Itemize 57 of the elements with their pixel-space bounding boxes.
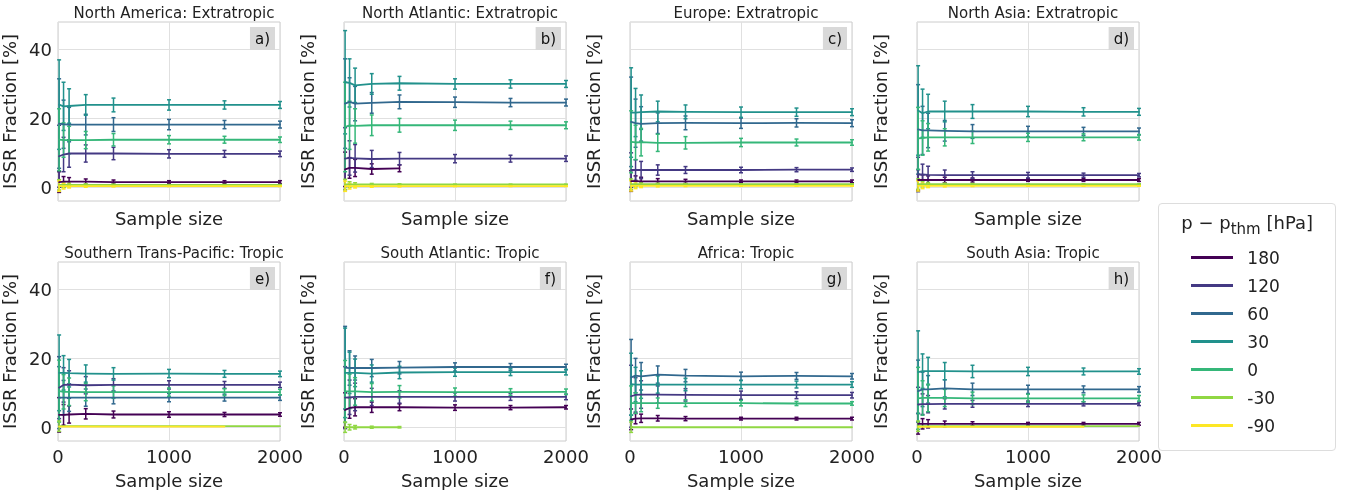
x-tick-label: 2000 xyxy=(829,445,875,467)
y-axis-title: ISSR Fraction [%] xyxy=(582,33,604,190)
x-axis-title: Sample size xyxy=(114,207,224,229)
annotation: f) xyxy=(544,269,557,288)
annotation: e) xyxy=(254,269,271,288)
chart-title: South Asia: Tropic xyxy=(966,243,1100,262)
annotation: d) xyxy=(1113,29,1129,48)
y-axis-title: ISSR Fraction [%] xyxy=(582,273,604,430)
legend-title: p − p$_{thm}$ [hPa] xyxy=(1181,212,1313,238)
y-tick-label: 20 xyxy=(29,107,52,129)
legend-label: 120 xyxy=(1247,275,1280,296)
y-tick-label: 0 xyxy=(40,416,52,438)
x-tick-label: 0 xyxy=(911,445,923,467)
y-axis-title: ISSR Fraction [%] xyxy=(296,33,318,190)
x-axis-title: Sample size xyxy=(114,469,224,490)
legend-label: 180 xyxy=(1247,247,1280,268)
chart-title: Southern Trans-Pacific: Tropic xyxy=(64,243,284,262)
x-axis-title: Sample size xyxy=(973,207,1083,229)
annotation: c) xyxy=(827,29,843,48)
legend-label: 0 xyxy=(1247,359,1259,380)
legend-label: 30 xyxy=(1247,331,1269,352)
x-axis-title: Sample size xyxy=(973,469,1083,490)
annotation: h) xyxy=(1113,269,1129,288)
y-axis-title: ISSR Fraction [%] xyxy=(0,273,20,430)
x-tick-label: 0 xyxy=(338,445,350,467)
x-tick-label: 0 xyxy=(624,445,636,467)
annotation: g) xyxy=(826,269,842,288)
annotation: a) xyxy=(254,29,270,48)
chart-title: Europe: Extratropic xyxy=(673,3,819,22)
chart-title: North America: Extratropic xyxy=(73,3,275,22)
y-axis-title: ISSR Fraction [%] xyxy=(296,273,318,430)
x-tick-label: 1000 xyxy=(1005,445,1051,467)
chart-title: North Atlantic: Extratropic xyxy=(361,3,559,22)
x-tick-label: 2000 xyxy=(1116,445,1162,467)
legend-label: 60 xyxy=(1247,303,1269,324)
y-axis-title: ISSR Fraction [%] xyxy=(0,33,20,190)
x-tick-label: 1000 xyxy=(146,445,192,467)
legend-label: -90 xyxy=(1247,415,1276,436)
x-tick-label: 2000 xyxy=(257,445,303,467)
y-tick-label: 40 xyxy=(29,39,52,61)
y-tick-label: 20 xyxy=(29,347,52,369)
x-axis-title: Sample size xyxy=(686,469,796,490)
y-tick-label: 40 xyxy=(29,279,52,301)
x-axis-title: Sample size xyxy=(686,207,796,229)
chart-title: North Asia: Extratropic xyxy=(947,3,1119,22)
x-axis-title: Sample size xyxy=(400,207,510,229)
chart-title: South Atlantic: Tropic xyxy=(380,243,540,262)
chart-title: Africa: Tropic xyxy=(697,243,795,262)
x-tick-label: 1000 xyxy=(432,445,478,467)
y-axis-title: ISSR Fraction [%] xyxy=(869,33,891,190)
x-tick-label: 2000 xyxy=(543,445,589,467)
annotation: b) xyxy=(540,29,556,48)
y-tick-label: 0 xyxy=(40,176,52,198)
x-axis-title: Sample size xyxy=(400,469,510,490)
legend-label: -30 xyxy=(1247,387,1276,408)
x-tick-label: 1000 xyxy=(718,445,764,467)
y-axis-title: ISSR Fraction [%] xyxy=(869,273,891,430)
